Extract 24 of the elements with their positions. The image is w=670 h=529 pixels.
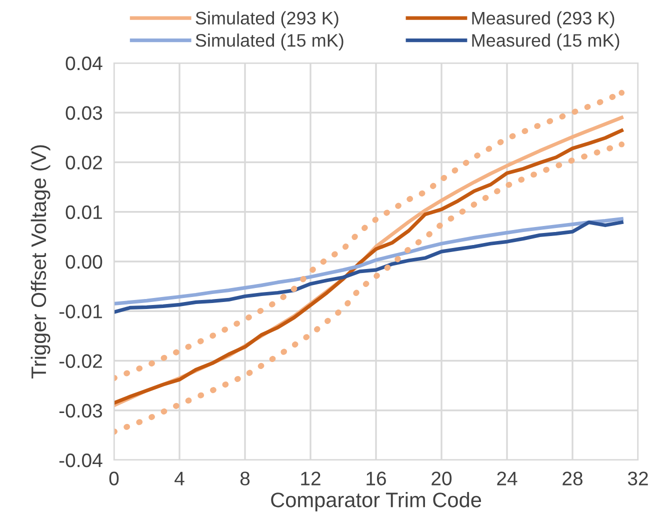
legend-label: Simulated (293 K) bbox=[196, 11, 338, 28]
x-tick-label: 4 bbox=[174, 472, 184, 486]
y-tick-label: -0.01 bbox=[59, 304, 102, 318]
legend-label: Simulated (15 mK) bbox=[196, 34, 344, 50]
x-tick-label: 16 bbox=[366, 472, 386, 486]
x-tick-label: 12 bbox=[301, 472, 320, 486]
x-tick-label: 24 bbox=[497, 472, 518, 486]
y-tick-label: -0.03 bbox=[59, 404, 102, 418]
y-tick-label: 0.04 bbox=[66, 56, 102, 70]
x-axis-title: Comparator Trim Code bbox=[271, 492, 482, 512]
y-tick-label: 0.01 bbox=[66, 205, 102, 220]
y-axis-title: Trigger Offset Voltage (V) bbox=[30, 145, 50, 379]
x-tick-label: 0 bbox=[109, 472, 119, 486]
x-tick-label: 8 bbox=[240, 472, 250, 486]
x-tick-label: 32 bbox=[628, 472, 648, 486]
y-tick-label: 0.00 bbox=[66, 254, 102, 269]
y-tick-label: 0.02 bbox=[66, 156, 102, 170]
x-tick-label: 20 bbox=[432, 472, 452, 486]
y-tick-label: -0.04 bbox=[59, 453, 102, 468]
legend-label: Measured (15 mK) bbox=[472, 34, 620, 50]
legend-label: Measured (293 K) bbox=[472, 11, 614, 28]
y-tick-label: -0.02 bbox=[59, 354, 102, 368]
y-tick-label: 0.03 bbox=[66, 106, 102, 120]
x-tick-label: 28 bbox=[562, 472, 582, 486]
